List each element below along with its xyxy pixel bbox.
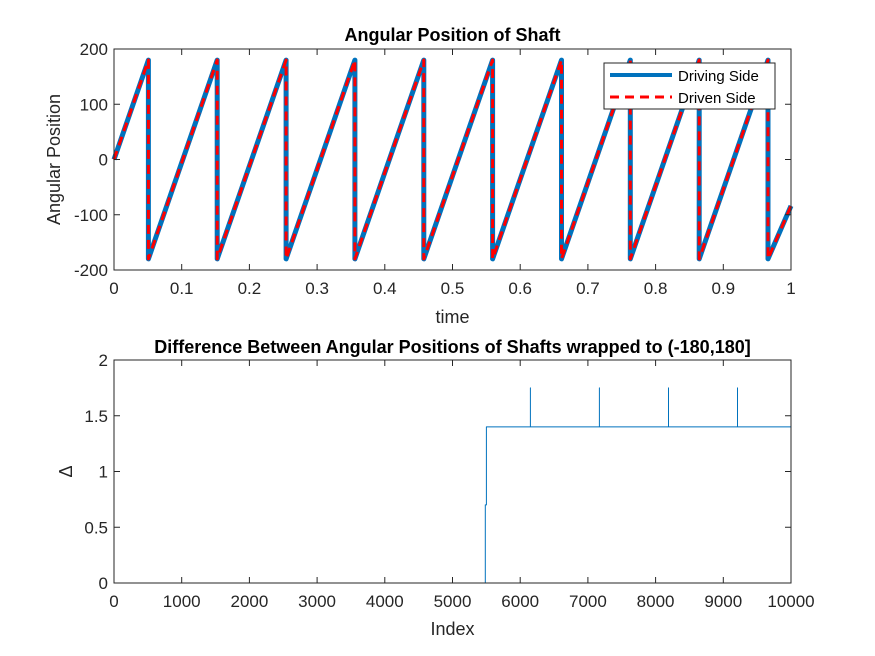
y-tick-label: 0 [99,151,108,170]
y-axis-label: Δ [56,465,76,477]
legend: Driving Side Driven Side [603,62,776,110]
x-tick-label: 0.3 [305,279,329,298]
x-tick-label: 1000 [163,592,201,611]
x-tick-label: 5000 [434,592,472,611]
x-tick-label: 0.9 [711,279,735,298]
series-line-driven-side [112,58,793,261]
series-lines [114,387,791,584]
y-tick-label: -200 [74,261,108,280]
y-tick-label: 2 [99,351,108,370]
x-tick-label: 0.6 [508,279,532,298]
x-tick-label: 0 [109,592,118,611]
x-tick-label: 1 [786,279,795,298]
y-tick-label: -100 [74,206,108,225]
legend-label-driving: Driving Side [678,68,759,85]
x-tick-label: 0.1 [170,279,194,298]
plot-area [114,360,791,583]
legend-box [603,62,776,110]
x-tick-label: 0.4 [373,279,397,298]
x-tick-label: 0 [109,279,118,298]
chart-title: Angular Position of Shaft [345,25,561,45]
y-tick-label: 100 [80,95,108,114]
ticks: 0 1000 2000 3000 4000 5000 6000 7000 8000 9000 100… [84,351,814,611]
series-line-1 [114,387,791,584]
x-tick-label: 0.5 [441,279,465,298]
legend-label-driven: Driven Side [678,90,756,107]
series-lines [111,57,794,262]
y-tick-label: 1.5 [84,407,108,426]
x-tick-label: 8000 [637,592,675,611]
x-tick-label: 4000 [366,592,404,611]
ticks: 0 0.1 0.2 0.3 0.4 0.5 0.6 0.7 0.8 0.9 1 -200 -100 0 10… [74,40,796,298]
y-tick-label: 0 [99,574,108,593]
x-axis-label: time [435,307,469,327]
x-axis-label: Index [430,619,474,639]
x-tick-label: 0.2 [238,279,262,298]
x-tick-label: 7000 [569,592,607,611]
x-tick-label: 6000 [501,592,539,611]
x-tick-label: 10000 [767,592,814,611]
x-tick-label: 2000 [230,592,268,611]
difference-axes: 0 1000 2000 3000 4000 5000 6000 7000 8000 9000 100… [56,337,815,639]
angular-position-axes: 0 0.1 0.2 0.3 0.4 0.5 0.6 0.7 0.8 0.9 1 -200 -100 0 10… [44,25,796,327]
x-tick-label: 9000 [704,592,742,611]
y-tick-label: 200 [80,40,108,59]
y-tick-label: 1 [99,463,108,482]
x-tick-label: 3000 [298,592,336,611]
x-tick-label: 0.8 [644,279,668,298]
chart-title: Difference Between Angular Positions of … [154,337,750,357]
y-tick-label: 0.5 [84,518,108,537]
x-tick-label: 0.7 [576,279,600,298]
y-axis-label: Angular Position [44,94,64,225]
